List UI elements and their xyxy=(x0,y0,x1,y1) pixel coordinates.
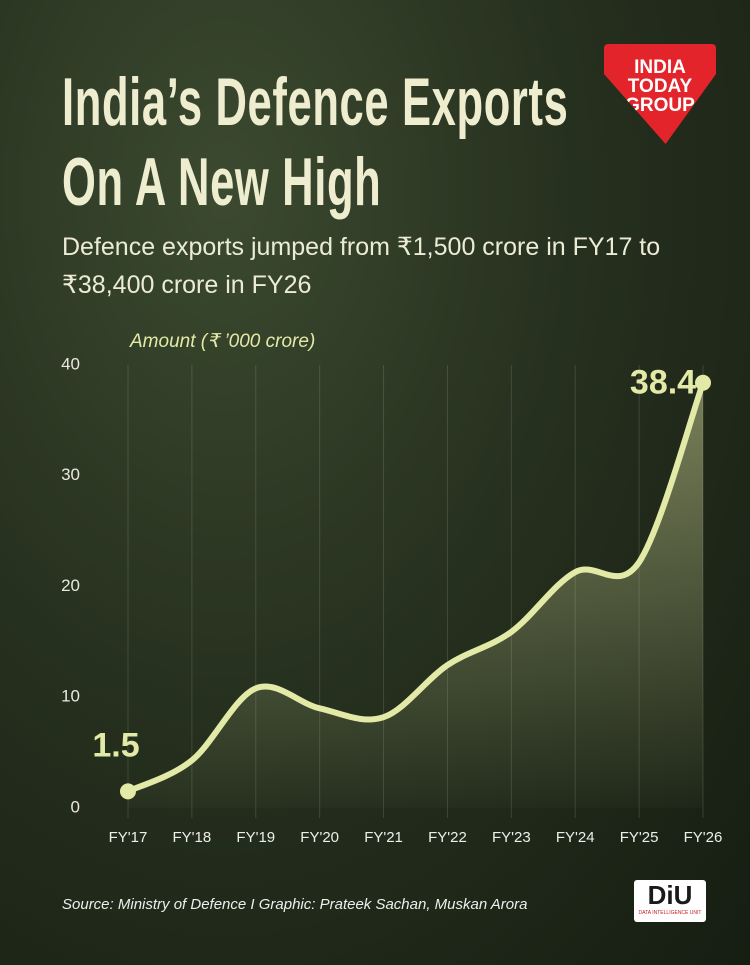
subtitle: Defence exports jumped from ₹1,500 crore… xyxy=(62,233,661,299)
x-tick-label: FY'18 xyxy=(173,829,212,846)
y-tick-label: 30 xyxy=(61,465,80,484)
data-label: 1.5 xyxy=(92,726,139,764)
x-tick-label: FY'23 xyxy=(492,829,531,846)
y-tick-label: 40 xyxy=(61,354,80,373)
line xyxy=(125,379,706,795)
x-tick-label: FY'20 xyxy=(300,829,339,846)
x-tick-label: FY'21 xyxy=(364,829,403,846)
publisher-logo-text: INDIA TODAY GROUP xyxy=(625,57,695,116)
source: Source: Ministry of Defence I Graphic: P… xyxy=(62,896,528,913)
x-tick-label: FY'17 xyxy=(109,829,148,846)
point xyxy=(695,374,711,391)
y-tick-label: 0 xyxy=(71,797,80,816)
x-tick-label: FY'19 xyxy=(236,829,275,846)
x-tick-label: FY'26 xyxy=(684,829,723,846)
data-label: 38.4 xyxy=(630,364,696,402)
area xyxy=(128,382,703,808)
x-tick-label: FY'22 xyxy=(428,829,467,846)
y-tick-label: 10 xyxy=(61,687,80,706)
y-axis-label: Amount (₹ ’000 crore) xyxy=(129,331,315,352)
point xyxy=(120,783,136,800)
x-tick-label: FY'24 xyxy=(556,829,595,846)
title: India’s Defence Exports On A New High xyxy=(62,64,569,220)
y-tick-label: 20 xyxy=(61,576,80,595)
unit-logo-text: DiU xyxy=(647,880,693,910)
unit-logo-subtext: DATA INTELLIGENCE UNIT xyxy=(638,910,702,916)
x-tick-label: FY'25 xyxy=(620,829,659,846)
unit-logo: DiU DATA INTELLIGENCE UNIT xyxy=(634,880,706,922)
